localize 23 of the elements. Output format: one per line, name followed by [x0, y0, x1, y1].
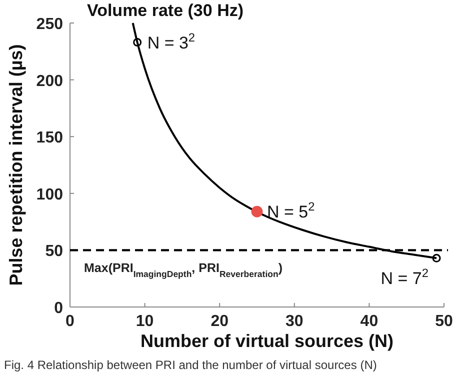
x-tick-label: 50: [435, 313, 453, 330]
x-tick-label: 30: [286, 313, 304, 330]
y-tick-label: 200: [36, 72, 64, 90]
point: [432, 254, 441, 262]
annotation: N = 3$^{2}$: [147, 30, 196, 52]
annotation: N = 5$^{2}$: [267, 200, 316, 222]
x-tick-label: 20: [210, 313, 229, 330]
y-axis-title: Pulse repetition interval (µs): [6, 44, 26, 286]
ref-line-label: Max(PRI$_{ImagingDepth}$, PRI$_{Reverberation}$): [84, 261, 282, 280]
y-tick-label: 50: [45, 243, 64, 260]
x-tick-label: 40: [360, 313, 378, 330]
chart-title: Volume rate (30 Hz): [87, 1, 244, 20]
y-tick-label: 100: [36, 186, 64, 204]
x-axis-title: Number of virtual sources (N): [140, 331, 394, 351]
x-tick-label: 10: [136, 313, 154, 330]
y-tick-label: 0: [54, 300, 64, 317]
y-tick-label: 250: [36, 16, 64, 33]
point: [251, 206, 263, 218]
caption: Fig. 4 Relationship between PRI and the number of virtual sources (N): [4, 358, 377, 372]
annotation: N = 7$^{2}$: [380, 266, 429, 288]
x-tick-label: 0: [66, 313, 75, 330]
point: [133, 38, 142, 47]
y-tick-label: 150: [36, 130, 64, 147]
